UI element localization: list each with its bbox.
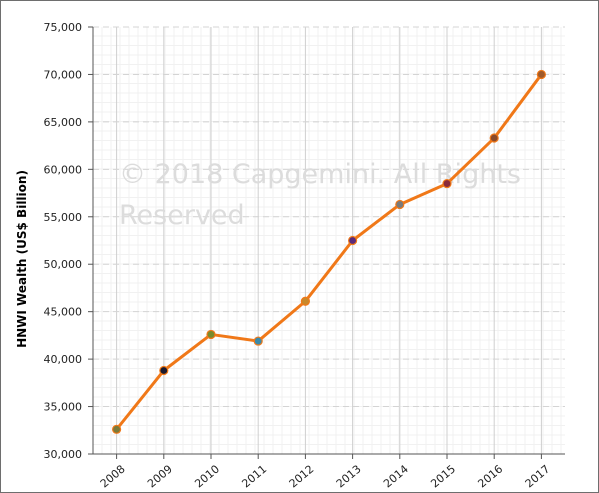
series-line — [115, 72, 543, 431]
data-point-2011[interactable] — [253, 336, 263, 346]
y-axis-tick-labels: 30,000 35,000 40,000 45,000 50,000 55,000 60,0… — [44, 21, 83, 461]
x-tick-label: 2014 — [381, 462, 411, 490]
axes — [88, 26, 565, 459]
data-series — [111, 69, 547, 434]
data-point-2017[interactable] — [536, 69, 547, 80]
y-tick-label: 55,000 — [44, 211, 83, 224]
x-tick-label: 2012 — [287, 462, 317, 490]
x-tick-label: 2017 — [523, 462, 553, 490]
data-point-2016[interactable] — [489, 133, 499, 143]
x-tick-label: 2016 — [475, 462, 505, 490]
y-tick-label: 65,000 — [44, 116, 83, 129]
data-point-2014[interactable] — [395, 199, 405, 210]
y-tick-label: 50,000 — [44, 258, 83, 271]
y-tick-label: 45,000 — [44, 306, 83, 319]
grid-lines — [92, 26, 565, 455]
x-tick-label: 2010 — [192, 462, 222, 490]
x-tick-label: 2008 — [98, 462, 128, 490]
watermark-line-1: © 2018 Capgemini. All Rights — [119, 159, 521, 190]
data-point-2013[interactable] — [348, 235, 358, 246]
y-tick-label: 70,000 — [44, 68, 83, 81]
data-point-2012[interactable] — [300, 296, 310, 306]
y-tick-label: 40,000 — [44, 353, 83, 366]
watermark: © 2018 Capgemini. All Rights Reserved — [119, 159, 521, 231]
x-axis-tick-labels: 2008 2009 2010 2011 2012 2013 2014 2015 2016 2017 — [98, 462, 553, 490]
watermark-line-2: Reserved — [119, 200, 245, 231]
y-tick-label: 35,000 — [44, 401, 83, 414]
y-tick-label: 75,000 — [44, 21, 83, 34]
x-tick-label: 2009 — [145, 462, 175, 490]
x-tick-label: 2013 — [334, 462, 364, 490]
y-tick-label: 60,000 — [44, 163, 83, 176]
data-point-2015[interactable] — [442, 178, 452, 189]
data-point-2008[interactable] — [111, 424, 122, 434]
y-tick-label: 30,000 — [44, 448, 83, 461]
data-point-2009[interactable] — [159, 365, 169, 376]
x-tick-label: 2011 — [239, 462, 269, 490]
y-axis-title: HNWI Wealth (US$ Billion) — [15, 170, 29, 348]
data-point-2010[interactable] — [206, 329, 216, 340]
x-tick-label: 2015 — [428, 462, 458, 490]
